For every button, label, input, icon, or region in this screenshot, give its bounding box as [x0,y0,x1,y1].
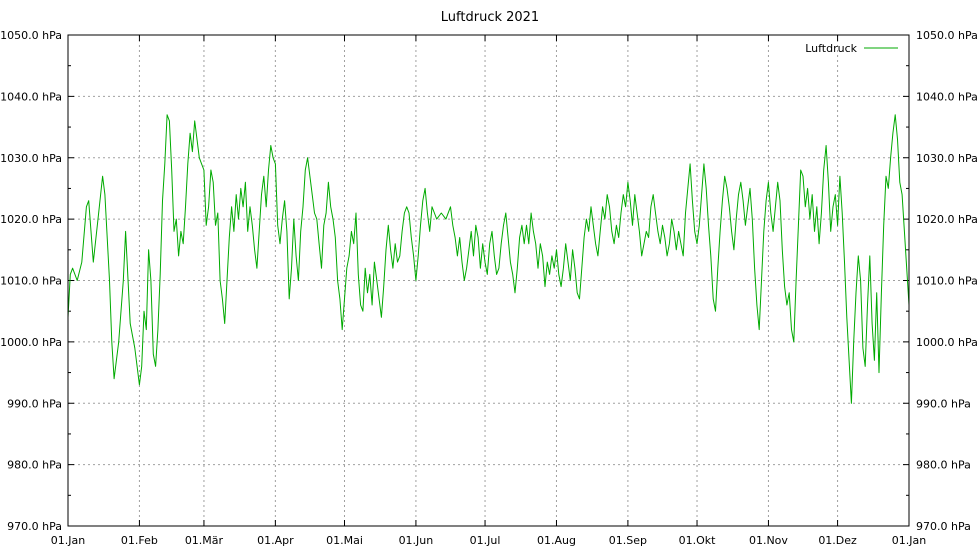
x-tick-label: 01.Sep [609,534,647,547]
y-tick-label-left: 1000.0 hPa [0,336,62,349]
x-tick-label: 01.Jan [51,534,85,547]
y-tick-label-right: 1010.0 hPa [916,275,978,288]
x-tick-label: 01.Apr [257,534,294,547]
x-tick-label: 01.Okt [679,534,717,547]
y-tick-label-left: 980.0 hPa [7,459,62,472]
chart-title: Luftdruck 2021 [441,10,539,25]
x-tick-label: 01.Nov [749,534,788,547]
x-tick-label: 01.Jun [399,534,434,547]
y-tick-label-left: 1050.0 hPa [0,29,62,42]
y-tick-label-right: 970.0 hPa [916,520,971,533]
x-tick-label: 01.Jan [892,534,926,547]
y-tick-label-right: 1050.0 hPa [916,29,978,42]
plot-frame [67,34,910,527]
y-tick-label-right: 980.0 hPa [916,459,971,472]
y-tick-label-right: 1040.0 hPa [916,90,978,103]
legend-label: Luftdruck [805,42,857,55]
y-tick-label-left: 990.0 hPa [7,397,62,410]
y-tick-label-left: 1010.0 hPa [0,275,62,288]
y-tick-label-right: 1020.0 hPa [916,213,978,226]
x-tick-label: 01.Jul [470,534,501,547]
y-tick-label-left: 1030.0 hPa [0,152,62,165]
x-tick-label: 01.Feb [121,534,158,547]
y-tick-label-left: 970.0 hPa [7,520,62,533]
y-tick-label-right: 990.0 hPa [916,397,971,410]
x-tick-label: 01.Mär [185,534,224,547]
y-tick-label-left: 1040.0 hPa [0,90,62,103]
series-line-0 [68,114,909,404]
x-tick-label: 01.Aug [537,534,576,547]
x-tick-label: 01.Mai [326,534,363,547]
x-tick-label: 01.Dez [818,534,857,547]
y-tick-label-right: 1030.0 hPa [916,152,978,165]
y-tick-label-left: 1020.0 hPa [0,213,62,226]
y-tick-label-right: 1000.0 hPa [916,336,978,349]
